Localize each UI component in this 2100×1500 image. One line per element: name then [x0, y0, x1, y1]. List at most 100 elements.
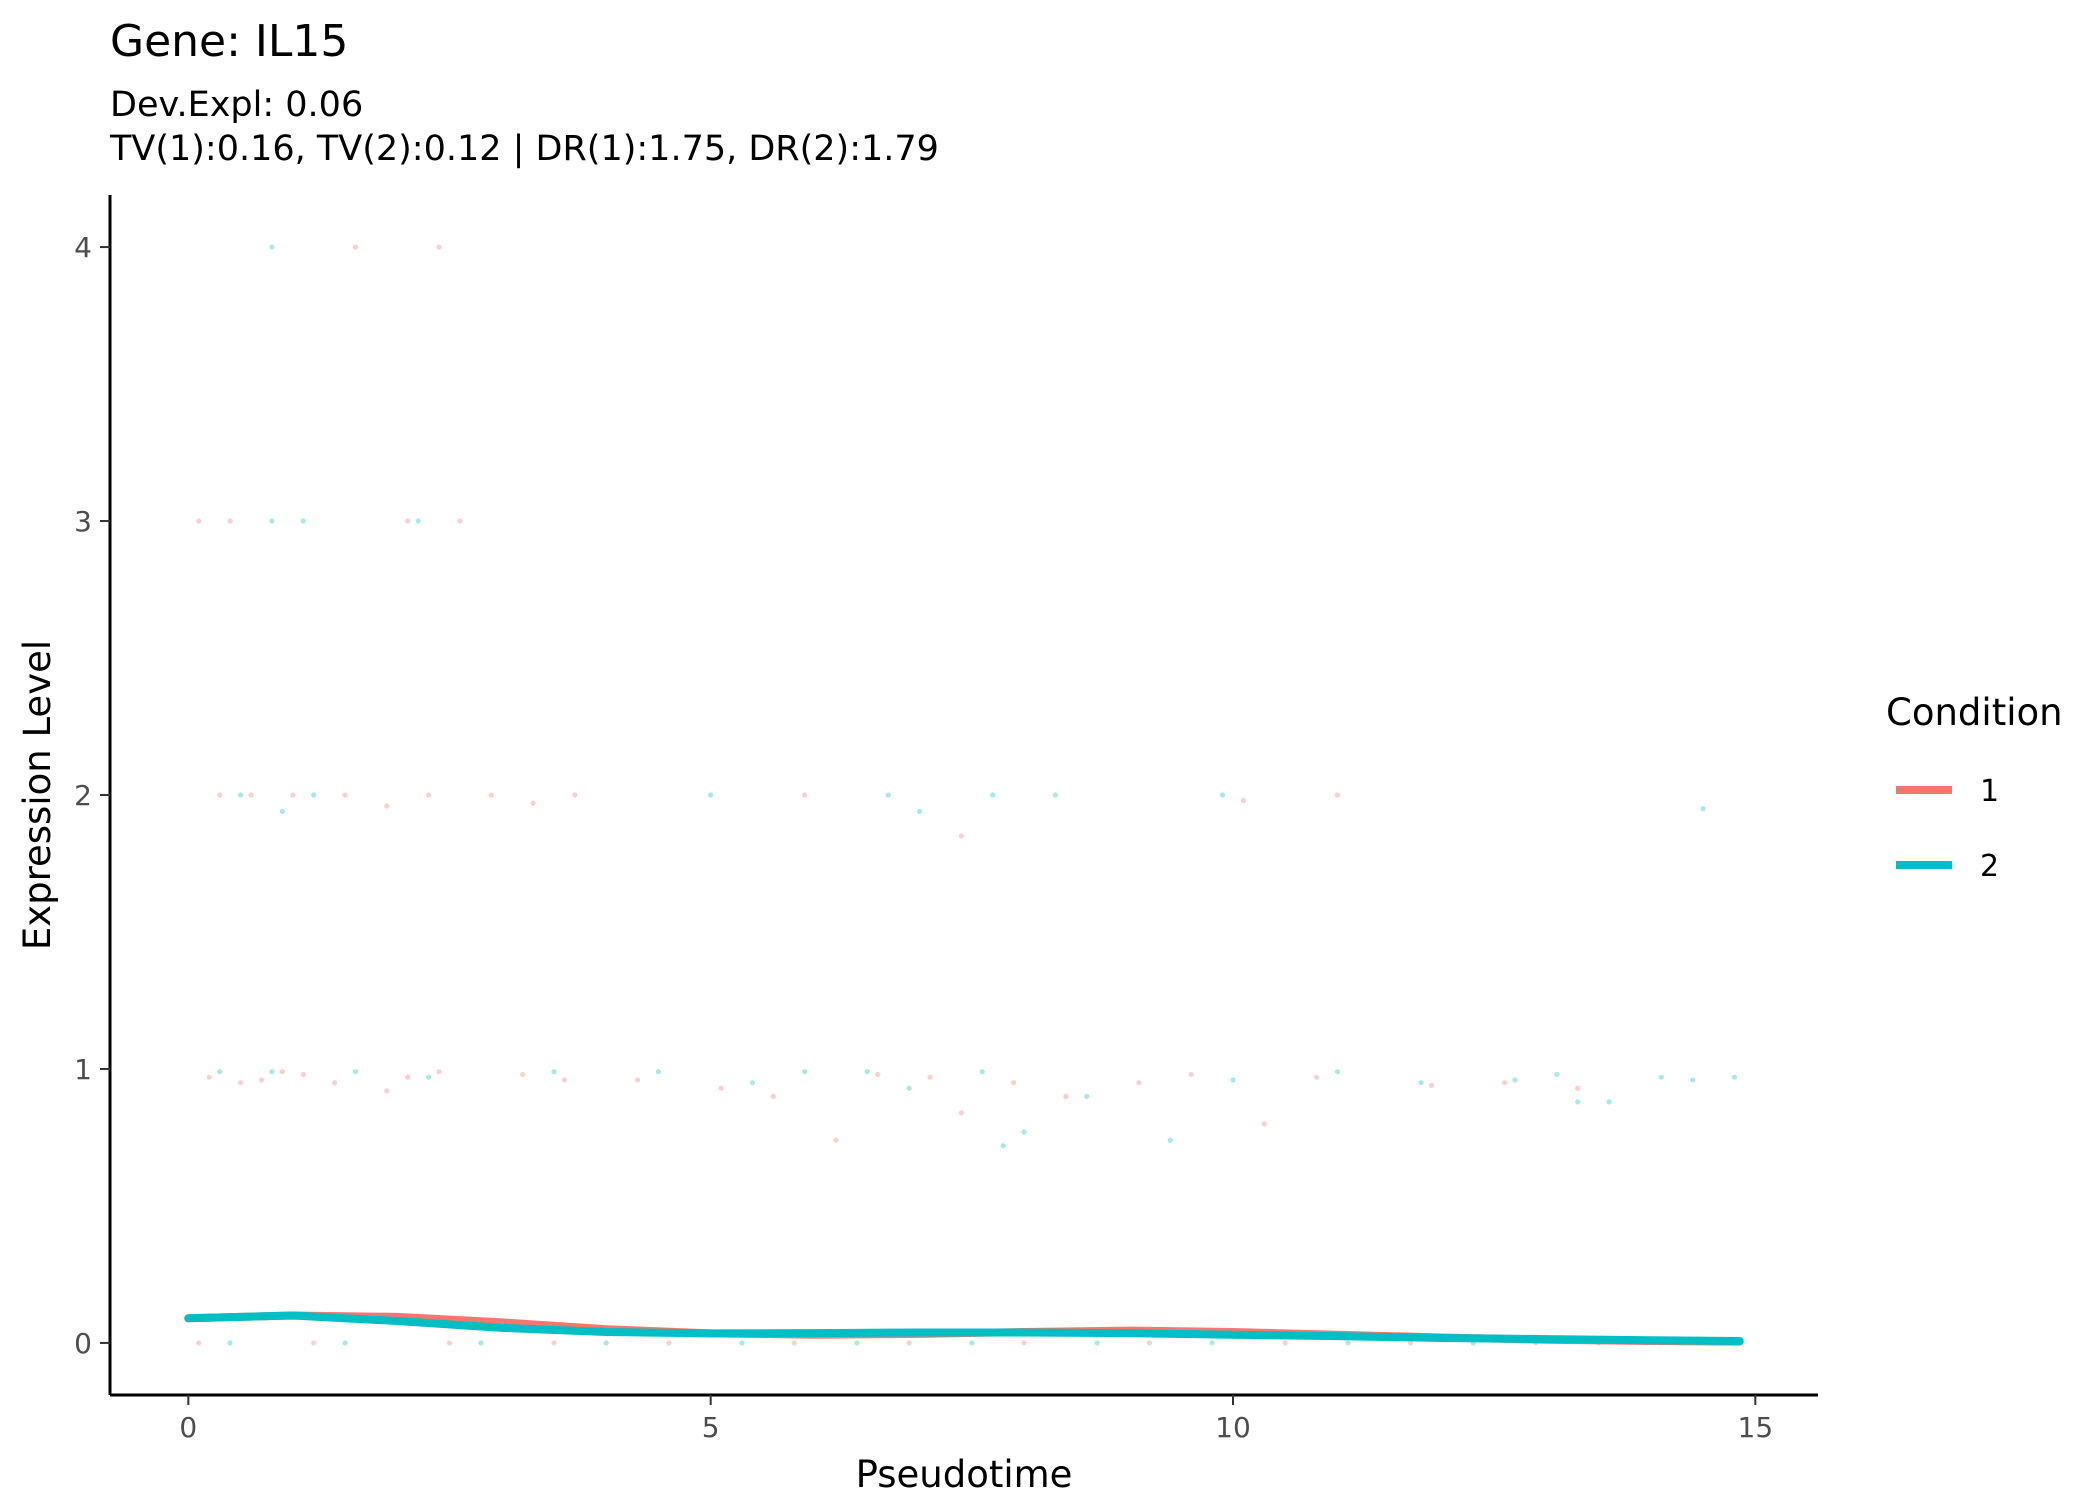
legend-title: Condition — [1886, 691, 2063, 734]
data-point-condition-1 — [802, 792, 808, 798]
data-point-condition-2 — [1418, 1080, 1424, 1086]
y-tick-label: 1 — [74, 1053, 92, 1086]
data-point-condition-1 — [342, 792, 348, 798]
chart-subtitle-line-1: Dev.Expl: 0.06 — [110, 85, 363, 125]
data-point-condition-1 — [927, 1074, 933, 1080]
data-point-condition-1 — [1136, 1080, 1142, 1086]
data-point-condition-1 — [770, 1093, 776, 1099]
data-point-condition-2 — [1094, 1340, 1100, 1346]
data-point-condition-1 — [488, 792, 494, 798]
data-point-condition-2 — [1606, 1099, 1612, 1105]
x-tick-label: 0 — [179, 1411, 197, 1444]
data-point-condition-2 — [269, 518, 275, 524]
data-point-condition-1 — [958, 1110, 964, 1116]
data-point-condition-2 — [1345, 1340, 1351, 1346]
data-point-condition-2 — [227, 1340, 233, 1346]
data-point-condition-1 — [634, 1077, 641, 1083]
data-point-condition-1 — [436, 1069, 442, 1075]
data-point-condition-2 — [917, 808, 923, 815]
data-point-condition-2 — [802, 1069, 808, 1075]
data-point-condition-1 — [572, 792, 578, 798]
data-point-condition-2 — [739, 1340, 745, 1346]
y-tick-label: 4 — [74, 231, 92, 264]
data-point-condition-2 — [342, 1340, 348, 1346]
data-point-condition-1 — [1240, 797, 1247, 804]
chart-subtitle-line-2: TV(1):0.16, TV(2):0.12 | DR(1):1.75, DR(… — [109, 129, 939, 169]
data-point-condition-2 — [864, 1069, 870, 1075]
chart-title: Gene: IL15 — [110, 16, 348, 67]
data-point-condition-2 — [990, 792, 996, 798]
data-point-condition-1 — [1502, 1080, 1508, 1086]
data-point-condition-1 — [457, 518, 463, 524]
data-point-condition-2 — [1575, 1099, 1581, 1105]
x-axis-title: Pseudotime — [856, 1453, 1073, 1496]
x-tick-label: 15 — [1738, 1411, 1774, 1444]
data-point-condition-1 — [551, 1340, 557, 1346]
data-point-condition-1 — [405, 518, 411, 524]
data-point-condition-1 — [833, 1137, 839, 1143]
data-point-condition-1 — [384, 1088, 390, 1094]
data-point-condition-2 — [969, 1340, 975, 1346]
legend-label-1: 1 — [1980, 774, 1999, 809]
data-point-condition-1 — [237, 1080, 244, 1086]
data-point-condition-2 — [1658, 1074, 1664, 1080]
data-point-condition-2 — [1690, 1077, 1696, 1083]
data-point-condition-2 — [217, 1069, 223, 1075]
data-point-condition-1 — [258, 1077, 265, 1083]
x-tick-label: 5 — [702, 1411, 720, 1444]
data-point-condition-2 — [478, 1340, 484, 1346]
y-tick-label: 3 — [74, 505, 92, 538]
data-point-condition-1 — [791, 1340, 797, 1346]
data-point-condition-1 — [1011, 1080, 1017, 1086]
data-point-condition-1 — [217, 792, 223, 798]
data-point-condition-1 — [875, 1071, 881, 1078]
data-point-condition-1 — [300, 1071, 306, 1078]
data-point-condition-1 — [436, 244, 442, 250]
data-point-condition-1 — [1334, 792, 1341, 798]
data-point-condition-2 — [906, 1085, 912, 1091]
data-point-condition-1 — [352, 244, 359, 250]
data-point-condition-2 — [269, 1069, 275, 1075]
data-point-condition-2 — [1167, 1137, 1173, 1143]
data-point-condition-2 — [1554, 1071, 1560, 1078]
data-point-condition-1 — [1407, 1340, 1414, 1346]
data-point-condition-1 — [561, 1077, 568, 1083]
data-point-condition-2 — [551, 1069, 557, 1075]
data-point-condition-2 — [1084, 1093, 1090, 1099]
data-point-condition-2 — [1052, 792, 1059, 798]
y-tick-label: 0 — [74, 1327, 92, 1360]
data-point-condition-1 — [405, 1074, 411, 1080]
data-point-condition-2 — [1000, 1143, 1006, 1149]
data-point-condition-1 — [1261, 1121, 1267, 1127]
data-point-condition-2 — [655, 1069, 662, 1075]
data-point-condition-1 — [446, 1340, 453, 1346]
data-point-condition-2 — [1512, 1077, 1518, 1083]
data-point-condition-1 — [290, 792, 296, 798]
plot-curves-layer — [184, 1311, 1744, 1346]
data-point-condition-2 — [415, 518, 421, 524]
data-point-condition-1 — [666, 1340, 672, 1346]
data-point-condition-1 — [1188, 1071, 1194, 1078]
data-point-condition-2 — [603, 1340, 609, 1346]
data-point-condition-2 — [279, 808, 285, 815]
data-point-condition-1 — [196, 1340, 202, 1346]
data-point-condition-2 — [854, 1340, 860, 1346]
data-point-condition-2 — [237, 792, 244, 798]
data-point-condition-1 — [520, 1071, 526, 1078]
data-point-condition-1 — [1313, 1074, 1320, 1080]
data-point-condition-1 — [906, 1340, 912, 1346]
data-point-condition-2 — [1021, 1129, 1027, 1135]
data-point-condition-2 — [1334, 1069, 1341, 1075]
x-axis-ticks: 0 5 10 15 — [179, 1395, 1773, 1444]
data-point-condition-2 — [1209, 1340, 1215, 1346]
data-point-condition-1 — [530, 800, 536, 806]
data-point-condition-2 — [1731, 1074, 1738, 1080]
data-point-condition-1 — [331, 1080, 338, 1086]
x-tick-label: 10 — [1215, 1411, 1251, 1444]
data-point-condition-2 — [300, 518, 306, 524]
data-point-condition-1 — [1282, 1340, 1288, 1346]
plot-points-layer — [196, 244, 1738, 1346]
data-point-condition-1 — [1428, 1082, 1435, 1089]
data-point-condition-2 — [1219, 792, 1226, 798]
data-point-condition-2 — [352, 1069, 359, 1075]
